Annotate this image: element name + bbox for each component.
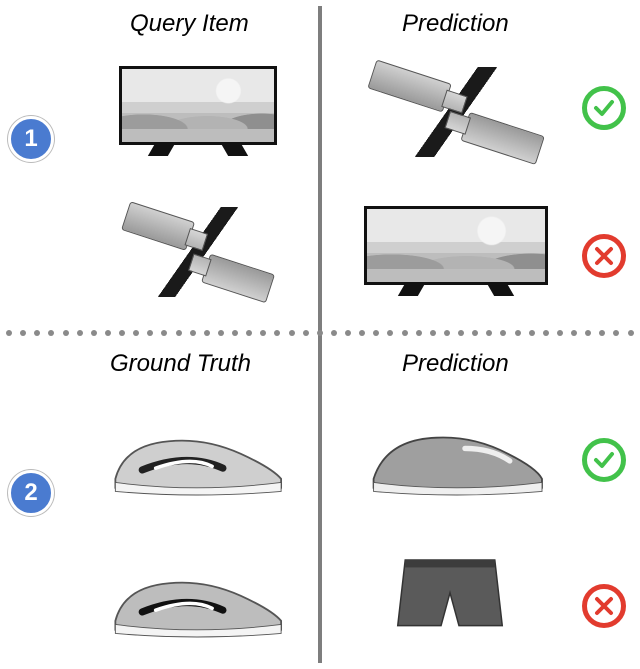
query-tv-thumb [112, 56, 284, 168]
tv-icon [119, 66, 277, 158]
sneaker-icon [104, 551, 288, 641]
dotted-divider [6, 328, 634, 338]
query-cable-thumb [112, 196, 284, 308]
gt-shoe2-thumb [96, 540, 296, 652]
checkmark-icon [582, 86, 626, 130]
gt-shoe1-thumb [96, 398, 296, 510]
tv-icon [364, 206, 548, 298]
pred-cable-thumb [356, 56, 556, 168]
sneaker-icon [104, 409, 288, 499]
hdmi-cable-icon [366, 67, 546, 157]
header-query-item: Query Item [130, 10, 249, 38]
pred-tv-thumb [356, 196, 556, 308]
header-ground-truth: Ground Truth [110, 350, 251, 378]
pred-shorts-thumb [370, 540, 530, 652]
pred-shoe-thumb [356, 398, 556, 510]
cross-icon [582, 584, 626, 628]
figure-stage: Query Item Prediction Ground Truth Predi… [0, 0, 640, 669]
header-prediction-top: Prediction [402, 10, 509, 38]
header-prediction-bottom: Prediction [402, 350, 509, 378]
hdmi-cable-icon [121, 207, 276, 297]
shorts-icon [386, 551, 514, 641]
sneaker-icon [364, 409, 548, 499]
row-badge-1: 1 [8, 116, 54, 162]
row-badge-2: 2 [8, 470, 54, 516]
cross-icon [582, 234, 626, 278]
checkmark-icon [582, 438, 626, 482]
